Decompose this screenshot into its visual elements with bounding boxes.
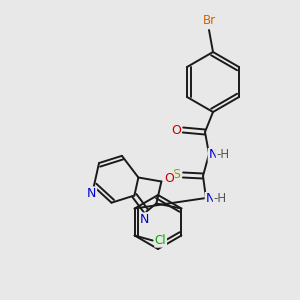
Text: -H: -H [216,148,230,161]
Text: N: N [205,193,215,206]
Text: O: O [164,172,174,185]
Text: O: O [171,124,181,136]
Text: S: S [172,169,180,182]
Text: N: N [140,213,149,226]
Text: N: N [87,187,97,200]
Text: -H: -H [213,193,226,206]
Text: N: N [208,148,218,161]
Text: Cl: Cl [155,234,167,247]
Text: Br: Br [202,14,216,28]
